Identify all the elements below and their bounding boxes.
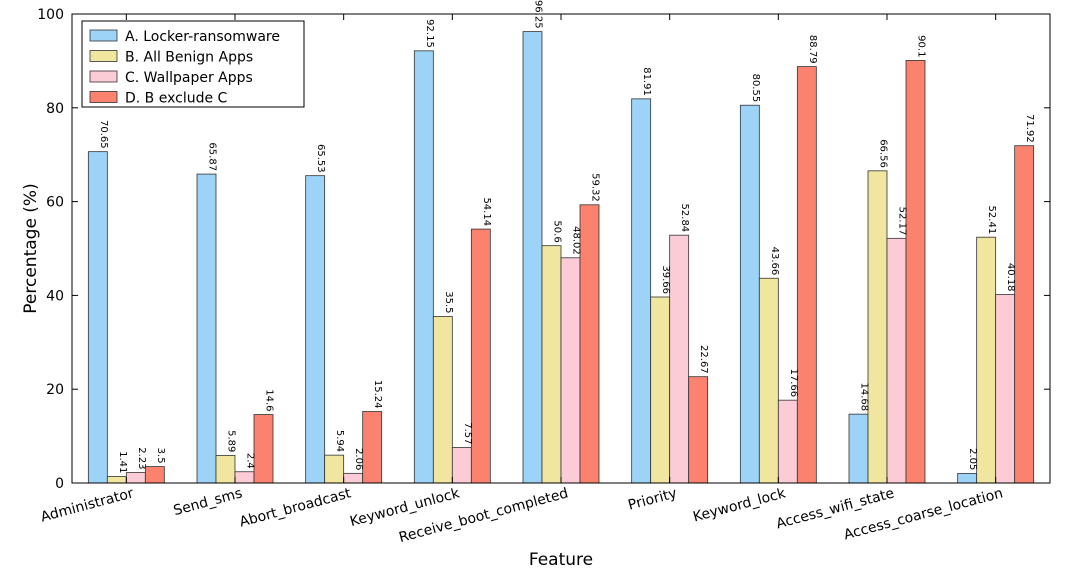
- x-tick-label: Keyword_lock: [691, 485, 788, 525]
- bar: [777, 399, 798, 484]
- data-label: 90.1: [916, 35, 927, 57]
- bar: [886, 237, 907, 484]
- bar: [87, 151, 108, 484]
- data-labels-layer: 70.65 1.41 2.23 3.5 65.87 5.89 2.4 14.6 65.53 5.9…: [98, 0, 1035, 473]
- legend-box: [81, 20, 305, 108]
- legend: A. Locker-ransomware B. All Benign Apps C.…: [81, 20, 305, 108]
- bar: [125, 472, 146, 484]
- bar: [343, 472, 364, 484]
- data-label: 2.06: [353, 448, 364, 470]
- data-label: 65.53: [315, 144, 326, 173]
- x-axis-title: Feature: [529, 550, 593, 570]
- data-label: 2.23: [136, 447, 147, 469]
- x-tick-label: Priority: [626, 485, 678, 513]
- x-tick-label: Administrator: [39, 485, 136, 525]
- bar: [688, 376, 709, 484]
- bar: [976, 236, 997, 484]
- bar: [739, 104, 760, 484]
- data-label: 50.6: [552, 220, 563, 242]
- legend-label: A. Locker-ransomware: [125, 29, 280, 45]
- data-label: 14.6: [264, 389, 275, 411]
- data-label: 54.14: [481, 197, 492, 226]
- data-label: 15.24: [372, 380, 383, 409]
- bar: [957, 472, 978, 484]
- data-label: 5.94: [334, 430, 345, 452]
- data-label: 52.41: [986, 206, 997, 235]
- bar: [413, 50, 434, 484]
- legend-swatch: [89, 29, 118, 42]
- data-label: 88.79: [807, 35, 818, 64]
- legend-label: C. Wallpaper Apps: [125, 70, 253, 86]
- legend-label: D. B exclude C: [125, 91, 228, 107]
- y-tick-label: 20: [46, 382, 64, 398]
- bar: [196, 173, 217, 484]
- y-tick-label: 40: [46, 288, 64, 304]
- bar: [650, 296, 671, 484]
- data-label: 70.65: [98, 120, 109, 149]
- data-label: 80.55: [750, 74, 761, 103]
- bar: [758, 277, 779, 484]
- bar: [560, 257, 581, 484]
- data-label: 39.66: [660, 265, 671, 294]
- bar: [234, 471, 255, 484]
- data-label: 14.68: [859, 383, 870, 412]
- bar: [106, 475, 127, 484]
- bar: [867, 170, 888, 484]
- data-label: 65.87: [207, 142, 218, 171]
- bar: [905, 60, 926, 484]
- bar: [432, 316, 453, 484]
- y-tick-label: 60: [46, 195, 64, 211]
- bar: [848, 413, 869, 484]
- y-axis: 0 20 40 60 80 100: [37, 7, 1050, 492]
- data-label: 2.05: [967, 448, 978, 470]
- data-label: 81.91: [641, 67, 652, 96]
- bar: [579, 204, 600, 484]
- bar: [522, 31, 543, 484]
- legend-swatch: [89, 70, 118, 83]
- bar: [470, 228, 491, 484]
- legend-label: B. All Benign Apps: [125, 50, 253, 66]
- data-label: 92.15: [424, 19, 435, 48]
- data-label: 48.02: [571, 226, 582, 255]
- data-label: 1.41: [117, 451, 128, 473]
- bar: [362, 411, 383, 484]
- bar: [253, 414, 274, 484]
- legend-swatch: [89, 91, 118, 103]
- bar: [631, 98, 652, 484]
- bar: [215, 454, 236, 484]
- data-label: 71.92: [1024, 114, 1035, 143]
- data-label: 3.5: [155, 448, 166, 464]
- y-tick-label: 80: [46, 101, 64, 117]
- bar: [1014, 145, 1035, 484]
- bar: [541, 245, 562, 484]
- x-tick-label: Abort_broadcast: [238, 485, 353, 530]
- y-tick-label: 100: [37, 7, 64, 23]
- bar: [995, 294, 1016, 484]
- data-label: 43.66: [769, 247, 780, 276]
- data-label: 59.32: [590, 173, 601, 202]
- data-label: 7.57: [462, 422, 473, 444]
- data-label: 22.67: [698, 345, 709, 374]
- bar: [305, 175, 326, 484]
- bar: [451, 447, 472, 484]
- data-label: 35.5: [443, 291, 454, 313]
- y-axis-title: Percentage (%): [21, 183, 41, 313]
- data-label: 52.84: [679, 204, 690, 233]
- bar: [324, 454, 345, 484]
- data-label: 2.4: [245, 453, 256, 469]
- data-label: 66.56: [878, 139, 889, 168]
- data-label: 40.18: [1005, 263, 1016, 292]
- legend-swatch: [89, 50, 118, 62]
- data-label: 17.66: [788, 369, 799, 398]
- y-tick-label: 0: [55, 476, 64, 492]
- x-tick-label: Send_sms: [172, 485, 244, 519]
- bar: [796, 66, 817, 484]
- data-label: 52.17: [897, 207, 908, 236]
- data-label: 5.89: [226, 430, 237, 452]
- bar: [144, 466, 165, 484]
- bar: [669, 234, 690, 484]
